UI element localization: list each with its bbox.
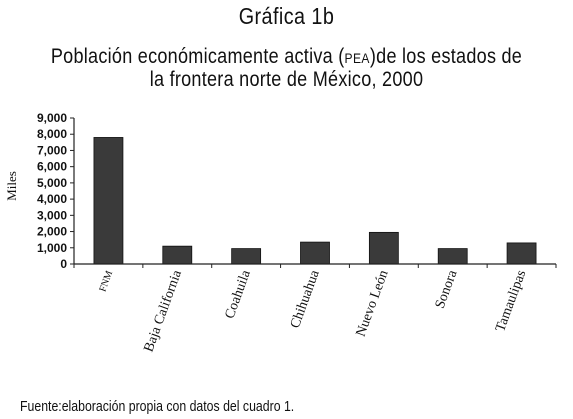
- y-tick-label: 7,000: [37, 143, 67, 157]
- x-tick-label: Tamaulipas: [493, 268, 529, 334]
- x-axis: FNM Baja California Coahuila Chihuahua Nuevo…: [73, 263, 557, 355]
- title-text-after: )de los estados de: [369, 45, 523, 68]
- bar: [231, 248, 262, 265]
- y-tick-label: 6,000: [37, 160, 67, 174]
- source-note: Fuente:elaboración propia con datos del …: [20, 398, 295, 415]
- bar: [368, 231, 399, 265]
- y-tick-label: 9,000: [37, 111, 67, 125]
- y-tick-label: 3,000: [37, 208, 67, 222]
- y-axis: 0 1,000 2,000 3,000 4,000 5,000 6,000 7,000 8,00…: [37, 111, 75, 271]
- y-tick-label: 0: [60, 257, 67, 271]
- bar: [93, 137, 124, 265]
- bar: [506, 242, 537, 265]
- bar: [437, 248, 468, 265]
- x-tick-label: Sonora: [433, 268, 461, 311]
- bars: [93, 137, 537, 265]
- y-tick-label: 8,000: [37, 127, 67, 141]
- x-tick-label: Baja California: [142, 268, 186, 355]
- y-tick-label: 4,000: [37, 192, 67, 206]
- bar-chart: 0 1,000 2,000 3,000 4,000 5,000 6,000 7,000 8,00…: [4, 111, 557, 355]
- bar: [300, 241, 330, 265]
- y-tick-label: 2,000: [37, 225, 67, 239]
- x-tick-label: Nuevo León: [354, 268, 392, 339]
- y-tick-label: 1,000: [37, 241, 67, 255]
- title-text-before: Población económicamente activa (: [50, 45, 345, 68]
- chart-title-line-1: Población económicamente activa (PEA)de …: [40, 45, 533, 69]
- chart-title-line-2: la frontera norte de México, 2000: [149, 68, 424, 91]
- x-tick-label: Chihuahua: [288, 267, 323, 330]
- bar: [162, 245, 193, 265]
- x-tick-label: Coahuila: [223, 268, 255, 321]
- y-axis-label: Miles: [4, 171, 19, 201]
- title-abbreviation: PEA: [344, 50, 370, 66]
- figure-label: Gráfica 1b: [238, 3, 335, 29]
- x-tick-label: FNM: [97, 269, 115, 293]
- y-tick-label: 5,000: [37, 176, 67, 190]
